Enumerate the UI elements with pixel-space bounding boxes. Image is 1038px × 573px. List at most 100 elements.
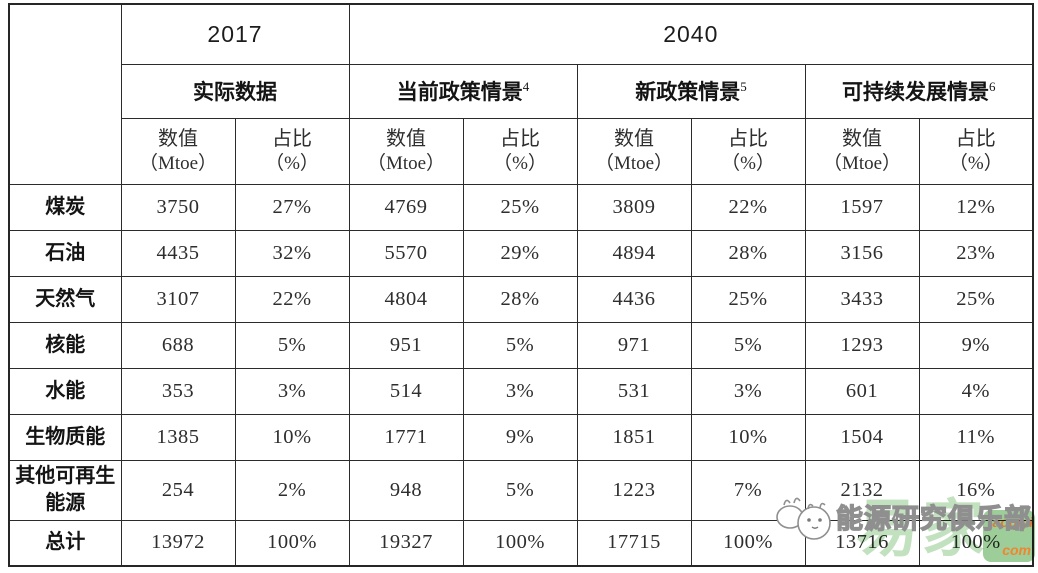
metric-value-header: 数值 （Mtoe） [804,117,920,185]
cell-value: 514 [348,367,464,415]
cell-value: 25% [462,183,578,231]
scenario-current-policies-label: 当前政策情景4 [396,79,530,104]
scenario-sustainable-cell: 可持续发展情景6 [804,63,1034,119]
cell-value: 1223 [576,459,692,521]
cell-value: 951 [348,321,464,369]
cell-value: 9% [918,321,1034,369]
row-label: 煤炭 [8,183,122,231]
cell-value: 971 [576,321,692,369]
cell-value: 531 [576,367,692,415]
cell-value: 688 [120,321,236,369]
year-2017-label: 2017 [207,20,263,47]
scenario-new-policies-label: 新政策情景5 [635,79,747,104]
cell-value: 4436 [576,275,692,323]
row-label: 其他可再生能源 [8,459,122,521]
metric-value-header: 数值 （Mtoe） [348,117,464,185]
cell-value: 5% [690,321,806,369]
table-row-coal: 煤炭 3750 27% 4769 25% 3809 22% 1597 12% [8,183,1034,231]
cell-value: 3% [690,367,806,415]
metric-share-header: 占比 （%） [690,117,806,185]
row-label: 天然气 [8,275,122,323]
cell-value: 3750 [120,183,236,231]
cell-value: 4804 [348,275,464,323]
cell-value: 3809 [576,183,692,231]
cell-value: 1293 [804,321,920,369]
cell-value: 1597 [804,183,920,231]
cell-value: 1504 [804,413,920,461]
cell-value: 5% [234,321,350,369]
watermark-site-line1: taoqiyi [987,514,1033,530]
cell-value: 5% [462,459,578,521]
table-row-total: 总计 13972 100% 19327 100% 17715 100% 1371… [8,519,1034,567]
cell-value: 4435 [120,229,236,277]
header-row-scenarios: 实际数据 当前政策情景4 新政策情景5 可持续发展情景6 [9,63,1034,119]
metric-share-header: 占比 （%） [918,117,1034,185]
cell-value: 1771 [348,413,464,461]
scenario-actual-cell: 实际数据 [120,63,350,119]
cell-value: 13972 [120,519,236,567]
table-row-hydro: 水能 353 3% 514 3% 531 3% 601 4% [8,367,1034,415]
watermark-logo-text: 易家 [856,495,989,564]
table-row-biomass: 生物质能 1385 10% 1771 9% 1851 10% 1504 11% [8,413,1034,461]
cell-value: 22% [234,275,350,323]
cell-value: 2% [234,459,350,521]
cell-value: 27% [234,183,350,231]
cell-value: 100% [234,519,350,567]
year-2017-cell: 2017 [120,3,350,65]
cell-value: 4% [918,367,1034,415]
cell-value: 7% [690,459,806,521]
row-label: 石油 [8,229,122,277]
table-row-other-renewables: 其他可再生能源 254 2% 948 5% 1223 7% 2132 16% [8,459,1034,521]
cell-value: 601 [804,367,920,415]
cell-value: 254 [120,459,236,521]
cell-value: 17715 [576,519,692,567]
scenario-new-policies-cell: 新政策情景5 [576,63,806,119]
cell-value: 100% [462,519,578,567]
scenario-sustainable-label: 可持续发展情景6 [842,79,996,104]
year-2040-cell: 2040 [348,3,1034,65]
cell-value: 25% [918,275,1034,323]
row-label: 总计 [8,519,122,567]
watermark-site-badge: taoqiyi com [983,510,1035,562]
cell-value: 3% [234,367,350,415]
cell-value: 5% [462,321,578,369]
table-row-natural-gas: 天然气 3107 22% 4804 28% 4436 25% 3433 25% [8,275,1034,323]
corner-cell [8,3,122,185]
cell-value: 28% [462,275,578,323]
year-2040-label: 2040 [663,20,719,47]
row-label: 水能 [8,367,122,415]
cell-value: 1385 [120,413,236,461]
cell-value: 3433 [804,275,920,323]
cell-value: 10% [234,413,350,461]
mascot-doodle-icon [776,497,831,540]
cell-value: 3% [462,367,578,415]
cell-value: 3107 [120,275,236,323]
header-row-metrics: 数值 （Mtoe） 占比 （%） 数值 （Mtoe） 占比 （%） 数值 （Mt… [9,117,1034,185]
cell-value: 19327 [348,519,464,567]
cell-value: 23% [918,229,1034,277]
scenario-current-policies-cell: 当前政策情景4 [348,63,578,119]
cell-value: 11% [918,413,1034,461]
watermark-site-line2: com [1002,542,1031,558]
cell-value: 5570 [348,229,464,277]
metric-share-header: 占比 （%） [234,117,350,185]
cell-value: 948 [348,459,464,521]
cell-value: 4769 [348,183,464,231]
cell-value: 10% [690,413,806,461]
cell-value: 3156 [804,229,920,277]
row-label: 核能 [8,321,122,369]
watermark-club-text: 能源研究俱乐部 [835,503,1032,534]
cell-value: 9% [462,413,578,461]
table-row-oil: 石油 4435 32% 5570 29% 4894 28% 3156 23% [8,229,1034,277]
cell-value: 28% [690,229,806,277]
header-row-years: 2017 2040 [8,3,1034,185]
energy-outlook-table: 2017 2040 实际数据 当前政策情景4 新政策情景5 可持续发展情景6 [8,3,1035,567]
cell-value: 29% [462,229,578,277]
cell-value: 12% [918,183,1034,231]
cell-value: 25% [690,275,806,323]
metric-value-header: 数值 （Mtoe） [576,117,692,185]
cell-value: 353 [120,367,236,415]
row-label: 生物质能 [8,413,122,461]
